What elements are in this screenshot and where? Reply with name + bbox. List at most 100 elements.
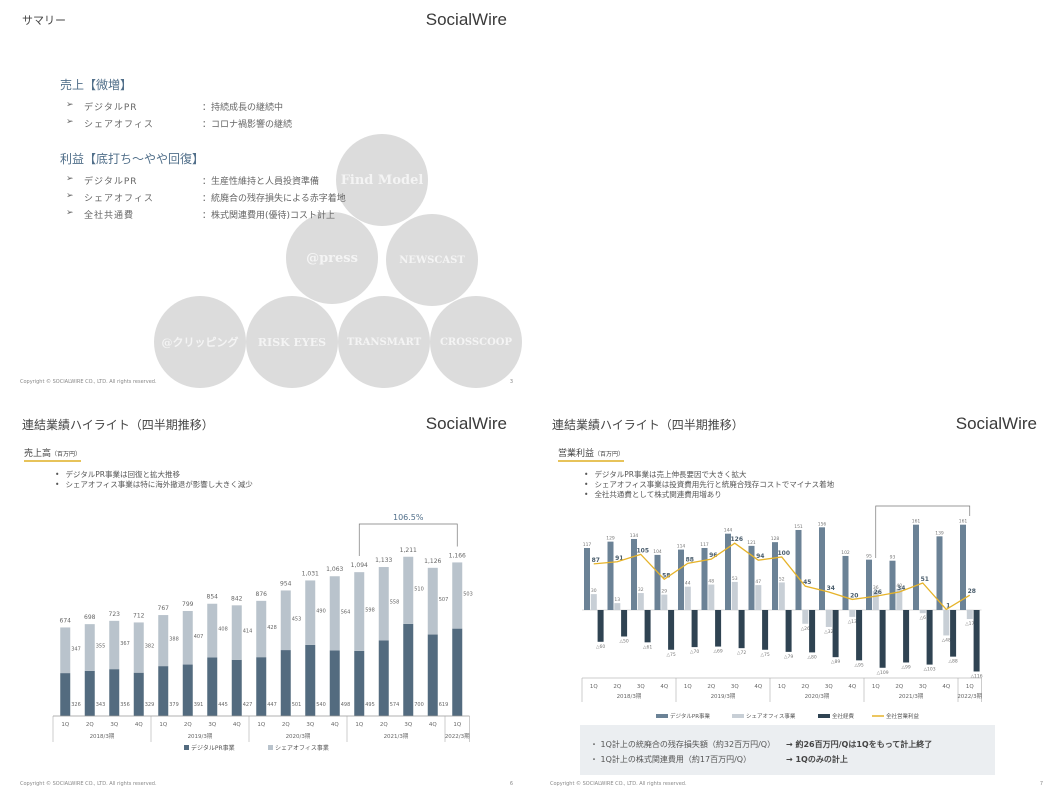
tick-label: 4Q bbox=[848, 684, 856, 690]
label-shareoffice: 355 bbox=[96, 644, 106, 650]
bar-corporate bbox=[644, 610, 651, 643]
note-item: デジタルPR事業は回復と拡大推移 bbox=[55, 470, 253, 480]
bar-value-label: 161 bbox=[912, 519, 921, 525]
bar-digitalpr bbox=[158, 666, 169, 716]
socialwire-logo: SocialWire bbox=[425, 10, 507, 29]
bar-shareoffice bbox=[452, 562, 463, 629]
label-total: 1,211 bbox=[400, 547, 417, 554]
footnote-right: → 約26百万円/Qは1Qをもって計上終了 bbox=[786, 740, 933, 749]
label-shareoffice: 558 bbox=[390, 600, 400, 606]
label-total: 1,166 bbox=[449, 552, 466, 559]
bar-value-label: △17 bbox=[965, 621, 974, 627]
tick-label: 3Q bbox=[825, 684, 833, 690]
bar-shareoffice bbox=[403, 556, 414, 624]
bar-value-label: △80 bbox=[808, 654, 817, 660]
tick-label: 1Q bbox=[684, 684, 692, 690]
bar-corporate bbox=[832, 610, 839, 658]
bar-shareoffice bbox=[256, 600, 267, 658]
bar-shareoffice bbox=[590, 594, 597, 610]
bubble-crosscoop: CROSSCOOP bbox=[430, 296, 522, 388]
profit-chart: 11730△60871Q12913△50912Q13432△611053Q104… bbox=[581, 505, 983, 720]
slide-title: サマリー bbox=[22, 14, 66, 27]
bar-digitalpr bbox=[701, 547, 708, 610]
label-total: 876 bbox=[256, 591, 268, 598]
bar-digitalpr bbox=[819, 527, 825, 610]
note-item: 全社共通費として株式関連費用増あり bbox=[584, 490, 834, 500]
bar-value-label: 44 bbox=[685, 581, 691, 587]
label-digitalpr: 664 bbox=[463, 702, 473, 708]
bar-value-label: △13 bbox=[848, 619, 857, 625]
bar-value-label: 104 bbox=[653, 549, 662, 555]
bar-value-label: 36 bbox=[873, 585, 879, 591]
group-label: 2019/3期 bbox=[711, 693, 736, 700]
slide-title: 連結業績ハイライト（四半期推移） bbox=[22, 418, 214, 432]
tick-label: 1Q bbox=[453, 722, 461, 728]
legend-label: デジタルPR事業 bbox=[670, 712, 711, 720]
tick-label: 4Q bbox=[942, 684, 950, 690]
bar-shareoffice bbox=[919, 610, 926, 614]
comparison-bracket bbox=[875, 505, 971, 558]
label-shareoffice: 598 bbox=[365, 608, 375, 614]
sales-chart: 326 347 674 1Q 343 355 698 2Q 356 367 723 3Q 329 382 7… bbox=[52, 513, 473, 752]
bar-value-label: △103 bbox=[924, 667, 936, 673]
label-digitalpr: 379 bbox=[169, 702, 179, 708]
note-item: シェアオフィス事業は投資費用先行と統廃合残存コストでマイナス着地 bbox=[584, 480, 834, 490]
bar-shareoffice bbox=[231, 605, 242, 660]
sales-heading: 売上【微増】 bbox=[60, 78, 133, 92]
legend-label: シェアオフィス事業 bbox=[275, 744, 329, 752]
bar-corporate bbox=[879, 610, 886, 668]
tick-label: 4Q bbox=[660, 684, 668, 690]
bar-corporate bbox=[785, 610, 792, 652]
label-total: 854 bbox=[207, 594, 219, 601]
bar-digitalpr bbox=[378, 640, 389, 716]
bar-value-label: △61 bbox=[643, 644, 652, 650]
tick-label: 4Q bbox=[331, 722, 339, 728]
sales-item: ➢ シェアオフィス ：コロナ禍影響の継続 bbox=[66, 117, 293, 130]
tick-label: 2Q bbox=[282, 722, 290, 728]
group-label: 2021/3期 bbox=[899, 693, 924, 700]
bar-digitalpr bbox=[305, 644, 316, 716]
socialwire-logo: SocialWire bbox=[955, 414, 1037, 433]
tick-label: 2Q bbox=[86, 722, 94, 728]
label-shareoffice: 367 bbox=[120, 641, 130, 647]
label-total: 842 bbox=[231, 595, 243, 602]
tick-label: 2Q bbox=[184, 722, 192, 728]
label-total: 1,094 bbox=[351, 562, 368, 569]
bar-shareoffice bbox=[872, 590, 879, 610]
bar-shareoffice bbox=[133, 622, 144, 673]
label-digitalpr: 540 bbox=[316, 702, 326, 708]
bar-value-label: 47 bbox=[755, 579, 761, 585]
tick-label: 1Q bbox=[872, 684, 880, 690]
bar-digitalpr bbox=[772, 542, 778, 610]
legend-label: デジタルPR事業 bbox=[191, 744, 235, 752]
tick-label: 3Q bbox=[208, 722, 216, 728]
bar-value-label: 151 bbox=[794, 524, 803, 530]
bar-digitalpr bbox=[354, 650, 365, 716]
legend-swatch bbox=[818, 714, 830, 718]
bar-value-label: 48 bbox=[708, 579, 714, 585]
bar-shareoffice bbox=[943, 610, 950, 636]
line-value-label: 100 bbox=[777, 550, 790, 557]
tick-label: 1Q bbox=[590, 684, 598, 690]
bar-value-label: △32 bbox=[824, 629, 833, 635]
bar-digitalpr bbox=[889, 560, 896, 610]
bar-corporate bbox=[856, 610, 863, 661]
bar-corporate bbox=[691, 610, 698, 648]
label-digitalpr: 356 bbox=[120, 702, 130, 708]
bar-value-label: 95 bbox=[866, 554, 872, 560]
tick-label: 3Q bbox=[404, 722, 412, 728]
bar-value-label: 117 bbox=[700, 542, 709, 548]
bar-value-label: 40 bbox=[896, 583, 902, 589]
metric-tag: 営業利益（百万円） bbox=[558, 446, 625, 462]
label-digitalpr: 619 bbox=[439, 702, 449, 708]
line-value-label: 34 bbox=[897, 585, 905, 592]
bar-value-label: 114 bbox=[677, 544, 686, 550]
bar-shareoffice bbox=[825, 610, 832, 627]
label-shareoffice: 382 bbox=[145, 644, 155, 650]
label-digitalpr: 343 bbox=[96, 702, 106, 708]
bar-digitalpr bbox=[427, 634, 438, 716]
bar-corporate bbox=[950, 610, 957, 657]
label-shareoffice: 407 bbox=[194, 634, 204, 640]
label-digitalpr: 574 bbox=[390, 702, 400, 708]
bar-shareoffice bbox=[84, 624, 95, 671]
